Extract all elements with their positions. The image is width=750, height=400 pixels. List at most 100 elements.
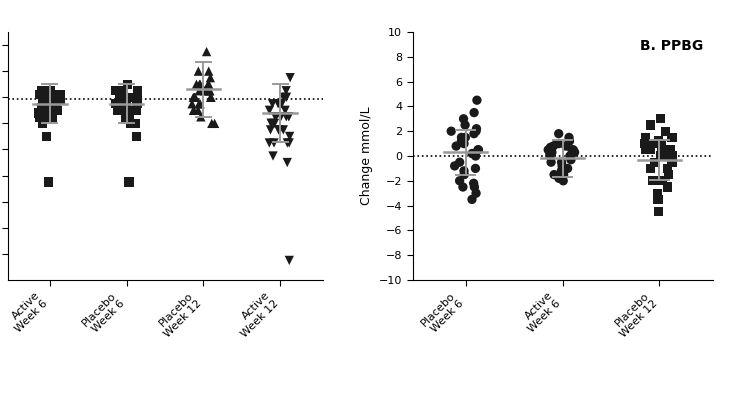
Point [546, 149, 558, 156]
Point [666, 134, 678, 140]
Point [662, 165, 674, 172]
Point [188, 94, 200, 100]
Point [46, 114, 58, 120]
Point [52, 107, 64, 114]
Point [36, 104, 48, 111]
Point [560, 143, 572, 149]
Point [283, 114, 295, 120]
Text: B. PPBG: B. PPBG [640, 40, 704, 54]
Point [130, 133, 142, 140]
Point [284, 133, 296, 140]
Point [274, 100, 286, 107]
Point [468, 180, 480, 186]
Point [545, 159, 557, 166]
Point [36, 88, 48, 94]
Point [193, 100, 205, 107]
Point [195, 114, 207, 120]
Point [130, 120, 142, 126]
Point [272, 127, 284, 133]
Point [34, 114, 46, 120]
Point [544, 150, 556, 157]
Point [50, 100, 62, 107]
Point [454, 178, 466, 184]
Point [205, 94, 217, 100]
Point [188, 107, 200, 114]
Point [562, 165, 574, 172]
Point [266, 120, 278, 126]
Point [204, 88, 216, 94]
Point [450, 143, 462, 149]
Point [280, 88, 292, 94]
Point [458, 116, 470, 122]
Point [655, 116, 667, 122]
Y-axis label: Change mmol/L: Change mmol/L [360, 107, 374, 205]
Point [39, 107, 51, 114]
Point [270, 114, 282, 120]
Point [278, 127, 290, 133]
Point [122, 81, 134, 88]
Point [194, 100, 206, 107]
Point [188, 107, 200, 114]
Point [44, 88, 56, 94]
Point [556, 163, 568, 169]
Point [544, 153, 556, 159]
Point [39, 114, 51, 120]
Point [269, 114, 281, 120]
Point [35, 104, 47, 111]
Point [44, 97, 56, 103]
Point [542, 147, 554, 153]
Point [567, 147, 579, 153]
Point [649, 159, 661, 166]
Point [471, 97, 483, 103]
Point [123, 114, 135, 120]
Point [566, 147, 578, 153]
Point [472, 147, 484, 153]
Point [39, 114, 51, 120]
Point [54, 97, 66, 103]
Point [192, 68, 204, 74]
Point [654, 153, 666, 159]
Point [466, 196, 478, 203]
Point [656, 178, 668, 184]
Point [565, 156, 577, 163]
Point [110, 100, 122, 107]
Point [284, 257, 296, 264]
Point [667, 153, 679, 159]
Point [644, 122, 656, 128]
Point [662, 153, 674, 159]
Point [557, 178, 569, 184]
Point [284, 74, 296, 81]
Point [204, 88, 216, 94]
Point [280, 114, 292, 120]
Point [568, 149, 580, 156]
Point [205, 94, 217, 100]
Point [43, 179, 55, 185]
Point [639, 140, 651, 147]
Point [131, 94, 143, 100]
Point [556, 159, 568, 166]
Point [548, 171, 560, 178]
Point [656, 143, 668, 149]
Point [470, 153, 482, 159]
Point [652, 190, 664, 196]
Point [55, 92, 67, 98]
Point [558, 171, 570, 178]
Point [188, 94, 200, 100]
Point [131, 100, 143, 107]
Point [116, 92, 128, 98]
Point [640, 134, 652, 140]
Point [556, 168, 568, 174]
Point [263, 107, 275, 114]
Point [119, 114, 131, 120]
Point [206, 120, 218, 126]
Point [123, 179, 135, 185]
Point [280, 94, 292, 100]
Point [130, 107, 142, 114]
Point [446, 128, 458, 134]
Point [131, 88, 143, 94]
Point [470, 190, 482, 196]
Point [274, 114, 286, 120]
Point [127, 94, 139, 100]
Point [205, 74, 217, 81]
Point [124, 120, 136, 126]
